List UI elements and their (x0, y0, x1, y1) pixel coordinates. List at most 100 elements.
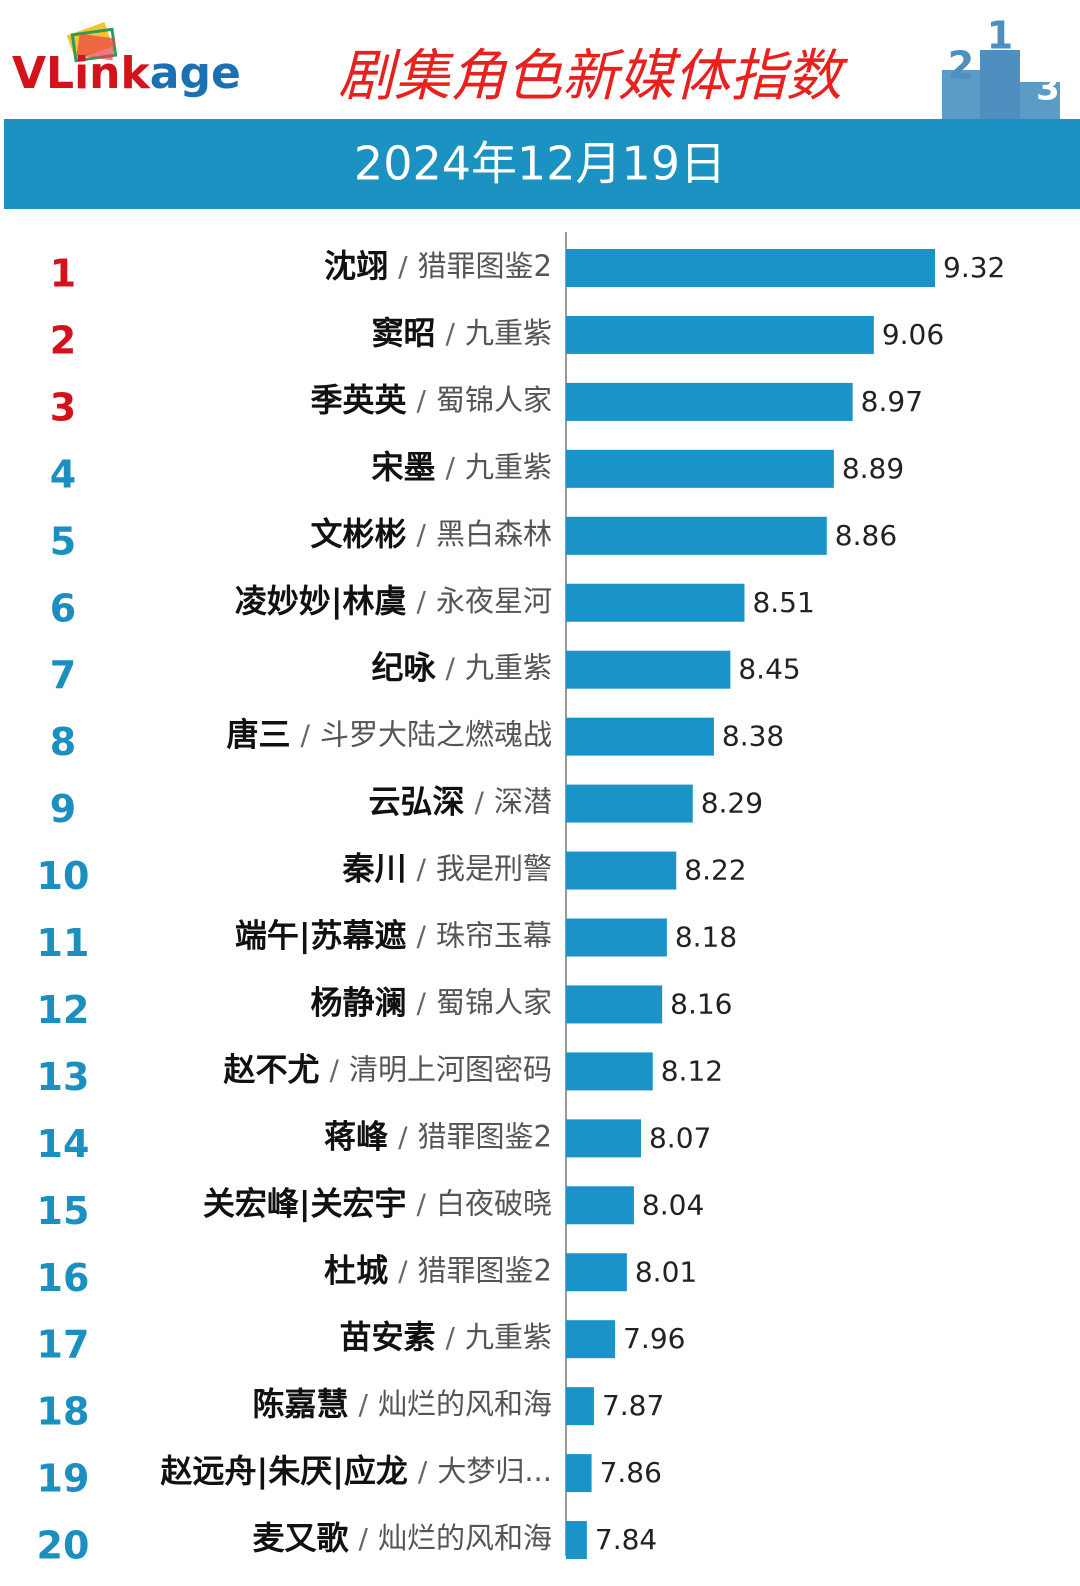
category-label: 沈翊 / 猎罪图鉴2 (324, 247, 552, 285)
drama-name: 深潜 (494, 785, 552, 819)
bar (566, 516, 827, 555)
category-label: 赵不尤 / 清明上河图密码 (224, 1050, 552, 1088)
separator: / (446, 652, 456, 685)
rank: 20 (37, 1524, 90, 1568)
drama-name: 九重紫 (465, 651, 552, 685)
rank: 13 (37, 1055, 90, 1099)
character-name: 蒋峰 (324, 1117, 388, 1155)
separator: / (330, 1053, 340, 1086)
separator: / (359, 1388, 369, 1421)
drama-name: 九重紫 (465, 1320, 552, 1354)
bar (566, 985, 663, 1024)
category-label: 纪咏 / 九重紫 (372, 649, 552, 687)
drama-name: 白夜破晓 (436, 1186, 552, 1220)
bar (566, 1119, 641, 1158)
category-label: 端午|苏幕遮 / 珠帘玉幕 (235, 917, 552, 956)
category-label: 杜城 / 猎罪图鉴2 (324, 1251, 552, 1289)
logo-text: VLinkage (12, 48, 241, 99)
bar (566, 583, 745, 622)
separator: / (475, 786, 485, 819)
rank: 14 (37, 1122, 90, 1166)
character-name: 云弘深 (369, 783, 465, 821)
character-name: 端午|苏幕遮 (235, 917, 407, 956)
rank: 6 (50, 586, 76, 630)
separator: / (446, 1321, 456, 1354)
rank: 8 (50, 720, 76, 764)
bar (566, 1521, 587, 1560)
drama-name: 灿烂的风和海 (378, 1387, 552, 1421)
rank: 1 (50, 252, 76, 296)
category-label: 蒋峰 / 猎罪图鉴2 (324, 1117, 552, 1155)
bar (566, 918, 667, 957)
value-label: 8.22 (684, 854, 746, 887)
character-name: 杜城 (324, 1251, 388, 1289)
category-label: 凌妙妙|林虞 / 永夜星河 (235, 582, 552, 621)
rank: 18 (37, 1390, 90, 1434)
value-label: 8.89 (842, 452, 904, 485)
rank: 19 (37, 1457, 90, 1501)
rank: 3 (50, 385, 76, 429)
separator: / (446, 317, 456, 350)
value-label: 9.32 (943, 251, 1005, 284)
character-name: 秦川 (342, 850, 407, 888)
date-banner (4, 119, 1080, 209)
rank: 16 (37, 1256, 90, 1300)
rank: 5 (50, 519, 76, 563)
character-name: 赵远舟|朱厌|应龙 (161, 1452, 408, 1491)
drama-name: 蜀锦人家 (436, 985, 552, 1019)
rank: 2 (50, 318, 76, 362)
value-label: 8.04 (642, 1188, 704, 1221)
value-label: 8.86 (835, 519, 897, 552)
category-label: 云弘深 / 深潜 (369, 783, 552, 821)
separator: / (446, 451, 456, 484)
character-name: 宋墨 (372, 448, 436, 486)
category-label: 窦昭 / 九重紫 (372, 314, 552, 352)
drama-name: 大梦归... (437, 1454, 552, 1488)
bar (566, 1320, 616, 1359)
value-label: 7.96 (623, 1322, 685, 1355)
category-label: 陈嘉慧 / 灿烂的风和海 (253, 1385, 552, 1423)
character-name: 唐三 (227, 716, 291, 754)
value-label: 8.45 (738, 653, 800, 686)
drama-name: 猎罪图鉴2 (418, 249, 552, 283)
podium-label: 2 (948, 44, 974, 88)
drama-name: 猎罪图鉴2 (418, 1253, 552, 1287)
category-label: 苗安素 / 九重紫 (340, 1318, 552, 1356)
character-name: 季英英 (311, 381, 408, 419)
bar (566, 1052, 653, 1091)
bar (566, 650, 731, 689)
character-name: 纪咏 (372, 649, 437, 687)
drama-name: 蜀锦人家 (436, 383, 552, 417)
category-label: 杨静澜 / 蜀锦人家 (311, 983, 552, 1021)
value-label: 8.51 (752, 586, 814, 619)
category-label: 麦又歌 / 灿烂的风和海 (253, 1519, 552, 1557)
value-label: 8.18 (675, 921, 737, 954)
separator: / (398, 1254, 408, 1287)
character-name: 文彬彬 (311, 515, 407, 553)
separator: / (417, 384, 427, 417)
character-name: 赵不尤 (224, 1050, 320, 1088)
category-label: 秦川 / 我是刑警 (342, 850, 552, 888)
podium-label: 3 (1036, 69, 1060, 109)
value-label: 8.97 (861, 385, 923, 418)
value-label: 7.87 (602, 1389, 664, 1422)
value-label: 8.38 (722, 720, 784, 753)
drama-name: 清明上河图密码 (349, 1052, 552, 1086)
drama-name: 九重紫 (465, 316, 552, 350)
character-name: 杨静澜 (311, 983, 407, 1021)
bar (566, 1454, 592, 1493)
bar (566, 382, 853, 421)
separator: / (417, 920, 427, 953)
separator: / (398, 250, 408, 283)
rank: 12 (37, 988, 90, 1032)
category-label: 唐三 / 斗罗大陆之燃魂战 (227, 716, 552, 754)
separator: / (359, 1522, 369, 1555)
separator: / (418, 1455, 428, 1488)
separator: / (417, 585, 427, 618)
rank: 17 (37, 1323, 90, 1367)
category-label: 宋墨 / 九重紫 (372, 448, 552, 486)
value-label: 8.29 (701, 787, 763, 820)
character-name: 沈翊 (324, 247, 388, 285)
drama-name: 黑白森林 (436, 517, 552, 551)
